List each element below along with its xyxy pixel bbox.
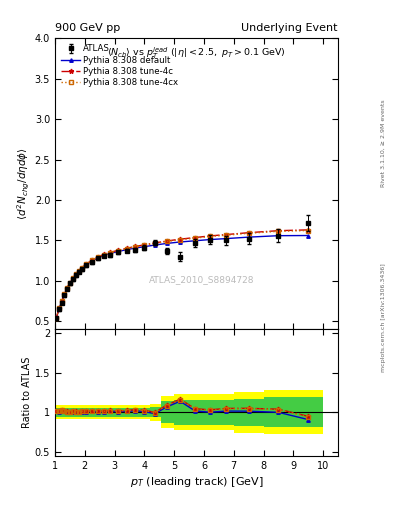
- Pythia 8.308 default: [152, 242, 157, 248]
- Pythia 8.308 default: [208, 237, 212, 243]
- Pythia 8.308 tune-4cx: [246, 230, 251, 237]
- Pythia 8.308 default: [224, 236, 229, 242]
- Pythia 8.308 default: [59, 298, 64, 305]
- Pythia 8.308 default: [246, 234, 251, 240]
- Pythia 8.308 tune-4cx: [79, 265, 84, 271]
- Pythia 8.308 default: [77, 269, 81, 275]
- Pythia 8.308 tune-4c: [68, 280, 72, 286]
- Pythia 8.308 tune-4cx: [84, 261, 89, 267]
- Pythia 8.308 tune-4c: [115, 247, 120, 253]
- Pythia 8.308 default: [306, 232, 310, 239]
- Pythia 8.308 tune-4cx: [54, 315, 59, 321]
- Pythia 8.308 tune-4c: [84, 261, 89, 267]
- Pythia 8.308 default: [54, 315, 59, 321]
- Pythia 8.308 default: [62, 291, 67, 297]
- Pythia 8.308 tune-4cx: [90, 258, 95, 264]
- Pythia 8.308 tune-4c: [79, 265, 84, 271]
- Pythia 8.308 tune-4cx: [57, 305, 61, 311]
- Line: Pythia 8.308 default: Pythia 8.308 default: [55, 234, 310, 319]
- Text: Rivet 3.1.10, ≥ 2.9M events: Rivet 3.1.10, ≥ 2.9M events: [381, 99, 386, 187]
- Pythia 8.308 tune-4c: [164, 238, 169, 244]
- Pythia 8.308 tune-4c: [306, 227, 310, 233]
- Legend: ATLAS, Pythia 8.308 default, Pythia 8.308 tune-4c, Pythia 8.308 tune-4cx: ATLAS, Pythia 8.308 default, Pythia 8.30…: [59, 42, 180, 89]
- Pythia 8.308 tune-4c: [73, 271, 78, 278]
- Pythia 8.308 tune-4cx: [108, 249, 112, 255]
- Pythia 8.308 default: [90, 258, 95, 264]
- Pythia 8.308 tune-4cx: [124, 246, 129, 252]
- Pythia 8.308 tune-4cx: [65, 285, 70, 291]
- Pythia 8.308 tune-4cx: [62, 291, 67, 297]
- Pythia 8.308 tune-4c: [54, 315, 59, 321]
- Pythia 8.308 default: [102, 252, 107, 259]
- Pythia 8.308 tune-4c: [152, 240, 157, 246]
- Pythia 8.308 tune-4c: [133, 243, 138, 249]
- Pythia 8.308 default: [70, 275, 75, 282]
- Pythia 8.308 default: [96, 254, 101, 261]
- Pythia 8.308 tune-4c: [65, 285, 70, 291]
- Pythia 8.308 tune-4c: [70, 275, 75, 281]
- Text: Underlying Event: Underlying Event: [241, 23, 338, 33]
- Text: 900 GeV pp: 900 GeV pp: [55, 23, 120, 33]
- Pythia 8.308 default: [142, 244, 147, 250]
- Pythia 8.308 default: [164, 240, 169, 246]
- Pythia 8.308 tune-4cx: [306, 227, 310, 233]
- Pythia 8.308 default: [115, 249, 120, 255]
- Pythia 8.308 tune-4cx: [133, 244, 138, 250]
- Pythia 8.308 default: [73, 272, 78, 278]
- X-axis label: $p_T$ (leading track) [GeV]: $p_T$ (leading track) [GeV]: [130, 475, 263, 489]
- Pythia 8.308 tune-4cx: [77, 268, 81, 274]
- Pythia 8.308 tune-4cx: [115, 248, 120, 254]
- Pythia 8.308 default: [124, 247, 129, 253]
- Y-axis label: Ratio to ATLAS: Ratio to ATLAS: [22, 357, 32, 428]
- Pythia 8.308 tune-4c: [77, 268, 81, 274]
- Pythia 8.308 default: [84, 262, 89, 268]
- Pythia 8.308 tune-4c: [124, 245, 129, 251]
- Pythia 8.308 tune-4c: [57, 305, 61, 311]
- Pythia 8.308 tune-4c: [96, 254, 101, 260]
- Pythia 8.308 default: [276, 232, 281, 239]
- Pythia 8.308 default: [178, 239, 182, 245]
- Pythia 8.308 tune-4cx: [142, 242, 147, 248]
- Y-axis label: $\langle d^2 N_{chg}/d\eta d\phi \rangle$: $\langle d^2 N_{chg}/d\eta d\phi \rangle…: [16, 147, 32, 220]
- Pythia 8.308 tune-4cx: [102, 251, 107, 258]
- Pythia 8.308 default: [133, 245, 138, 251]
- Pythia 8.308 tune-4c: [246, 229, 251, 236]
- Pythia 8.308 tune-4c: [193, 234, 197, 241]
- Pythia 8.308 tune-4c: [59, 298, 64, 304]
- Text: $\langle N_{ch}\rangle$ vs $p_T^{lead}$ ($|\eta| < 2.5,\ p_T > 0.1$ GeV): $\langle N_{ch}\rangle$ vs $p_T^{lead}$ …: [107, 46, 286, 61]
- Pythia 8.308 tune-4cx: [193, 235, 197, 241]
- Pythia 8.308 tune-4cx: [68, 280, 72, 286]
- Text: ATLAS_2010_S8894728: ATLAS_2010_S8894728: [149, 275, 255, 284]
- Pythia 8.308 tune-4c: [62, 291, 67, 297]
- Pythia 8.308 tune-4cx: [178, 237, 182, 243]
- Pythia 8.308 default: [108, 250, 112, 257]
- Pythia 8.308 tune-4cx: [164, 239, 169, 245]
- Pythia 8.308 default: [193, 238, 197, 244]
- Pythia 8.308 tune-4cx: [152, 240, 157, 246]
- Pythia 8.308 tune-4cx: [224, 232, 229, 238]
- Pythia 8.308 tune-4c: [102, 251, 107, 258]
- Pythia 8.308 default: [65, 285, 70, 291]
- Pythia 8.308 tune-4c: [224, 231, 229, 238]
- Pythia 8.308 tune-4c: [208, 233, 212, 239]
- Pythia 8.308 default: [68, 280, 72, 286]
- Pythia 8.308 tune-4c: [142, 242, 147, 248]
- Line: Pythia 8.308 tune-4c: Pythia 8.308 tune-4c: [54, 227, 310, 320]
- Pythia 8.308 default: [57, 306, 61, 312]
- Pythia 8.308 tune-4c: [276, 228, 281, 234]
- Pythia 8.308 tune-4cx: [70, 275, 75, 282]
- Pythia 8.308 tune-4cx: [208, 233, 212, 240]
- Pythia 8.308 tune-4c: [90, 257, 95, 263]
- Pythia 8.308 tune-4c: [108, 249, 112, 255]
- Text: mcplots.cern.ch [arXiv:1306.3436]: mcplots.cern.ch [arXiv:1306.3436]: [381, 263, 386, 372]
- Pythia 8.308 tune-4cx: [96, 254, 101, 260]
- Pythia 8.308 default: [79, 266, 84, 272]
- Pythia 8.308 tune-4cx: [59, 298, 64, 304]
- Pythia 8.308 tune-4c: [178, 236, 182, 242]
- Pythia 8.308 tune-4cx: [276, 228, 281, 234]
- Line: Pythia 8.308 tune-4cx: Pythia 8.308 tune-4cx: [55, 229, 310, 319]
- Pythia 8.308 tune-4cx: [73, 271, 78, 278]
